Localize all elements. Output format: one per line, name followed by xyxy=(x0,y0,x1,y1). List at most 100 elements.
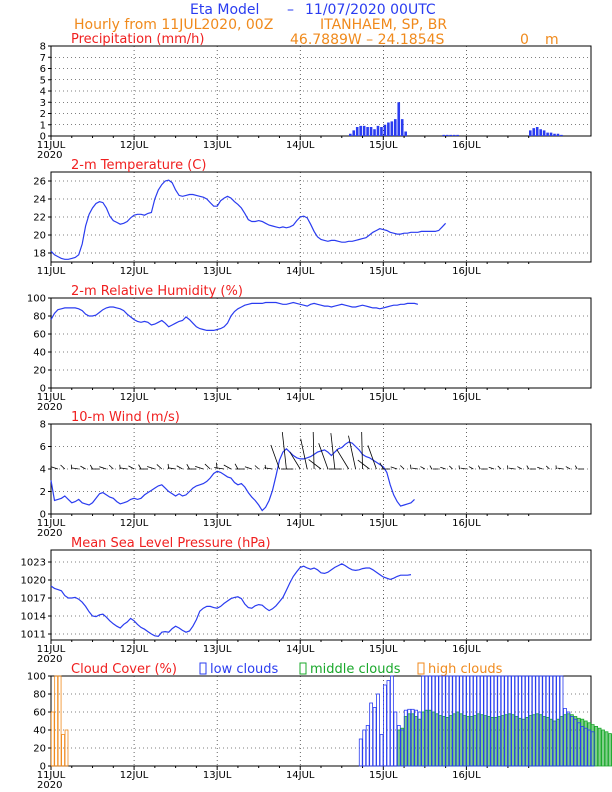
low-cloud-bar xyxy=(566,711,571,767)
series-line xyxy=(50,179,447,260)
precip-bar xyxy=(553,133,556,136)
low-cloud-bar xyxy=(431,675,436,767)
y-tick-label: 40 xyxy=(33,726,46,737)
x-tick-label: 14JUL xyxy=(286,770,315,781)
x-tick-label: 13JUL xyxy=(203,518,232,529)
middle-cloud-bar xyxy=(545,717,550,767)
middle-cloud-bar xyxy=(469,716,474,767)
middle-cloud-bar xyxy=(594,726,599,767)
x-tick-label: 14JUL xyxy=(286,266,315,277)
middle-cloud-bar xyxy=(549,718,554,767)
low-cloud-bar xyxy=(462,675,467,767)
wind-barb xyxy=(390,466,398,470)
y-tick-label: 6 xyxy=(40,442,46,453)
low-cloud-bar xyxy=(563,708,567,767)
low-cloud-bar xyxy=(556,675,560,767)
wind-barb xyxy=(281,432,287,470)
x-tick-label: 14JUL xyxy=(286,392,315,403)
x-tick-label: 13JUL xyxy=(203,140,232,151)
middle-cloud-bar xyxy=(497,716,502,767)
low-cloud-bar xyxy=(469,675,474,767)
x-tick-label: 16JUL xyxy=(452,770,481,781)
middle-cloud-bar xyxy=(428,709,432,767)
precip-bar xyxy=(549,132,553,136)
low-cloud-bar xyxy=(538,675,543,767)
x-tick-label: 16JUL xyxy=(452,644,481,655)
precip-bar xyxy=(359,125,362,136)
middle-cloud-bar xyxy=(414,716,419,767)
y-tick-label: 1011 xyxy=(21,630,46,641)
middle-cloud-bar xyxy=(556,718,560,767)
middle-cloud-bar xyxy=(583,720,588,767)
x-tick-label: 11JUL xyxy=(37,644,66,655)
low-cloud-bar xyxy=(525,675,529,767)
low-cloud-bar xyxy=(362,729,367,767)
precip-bar xyxy=(352,130,356,136)
wind-barb xyxy=(138,464,142,470)
middle-cloud-bar xyxy=(407,713,412,767)
x-tick-label: 13JUL xyxy=(203,644,232,655)
middle-cloud-bar xyxy=(570,714,574,767)
low-cloud-bar xyxy=(476,675,481,767)
x-tick-label: 11JUL xyxy=(37,140,66,151)
x-tick-label: 11JUL xyxy=(37,266,66,277)
elevation-value: 0 xyxy=(520,32,529,48)
low-cloud-bar xyxy=(552,675,557,767)
low-cloud-bar xyxy=(531,675,536,767)
wind-barb xyxy=(214,467,225,470)
middle-cloud-bar xyxy=(552,720,557,767)
precip-bar xyxy=(400,119,404,136)
middle-cloud-bar xyxy=(441,716,446,767)
middle-cloud-bar xyxy=(490,717,495,767)
middle-cloud-bar xyxy=(483,715,488,767)
precip-bar xyxy=(404,131,407,136)
middle-cloud-bar xyxy=(521,718,526,767)
middle-cloud-bar xyxy=(435,713,439,767)
middle-cloud-bar xyxy=(563,714,567,767)
middle-cloud-bar xyxy=(559,716,564,767)
low-cloud-bar xyxy=(435,675,439,767)
middle-cloud-bar xyxy=(528,715,533,767)
wind-barb xyxy=(300,438,308,470)
precip-bar xyxy=(390,121,394,136)
panel-title: Cloud Cover (%) xyxy=(71,662,177,677)
precip-bar xyxy=(366,127,369,136)
y-tick-label: 4 xyxy=(40,87,46,98)
y-tick-label: 0 xyxy=(40,132,46,143)
wind-barb xyxy=(468,466,474,470)
legend-swatch xyxy=(299,662,307,675)
wind-barb xyxy=(429,465,433,470)
wind-barb xyxy=(176,465,183,470)
low-cloud-bar xyxy=(583,727,588,767)
precip-bar xyxy=(539,129,542,136)
wind-barb xyxy=(348,435,357,470)
y-tick-label: 40 xyxy=(33,348,46,359)
y-tick-label: 1020 xyxy=(21,576,46,587)
middle-cloud-bar xyxy=(459,713,464,767)
x-tick-label: 11JUL xyxy=(37,518,66,529)
plot-frame xyxy=(50,549,592,641)
middle-cloud-bar xyxy=(476,713,481,767)
wind-barb xyxy=(410,464,412,470)
x-tick-label: 16JUL xyxy=(452,140,481,151)
x-tick-label: 16JUL xyxy=(452,392,481,403)
low-cloud-bar xyxy=(535,675,540,767)
precip-bar xyxy=(376,125,380,136)
x-year-label: 2020 xyxy=(37,528,62,539)
wind-barb xyxy=(156,464,163,470)
title-dash: – xyxy=(287,2,294,18)
middle-cloud-bar xyxy=(604,731,609,767)
middle-cloud-bar xyxy=(587,722,592,767)
wind-barb xyxy=(108,464,114,470)
y-tick-label: 1017 xyxy=(21,594,46,605)
x-tick-label: 14JUL xyxy=(286,140,315,151)
middle-cloud-bar xyxy=(531,714,536,767)
wind-barb xyxy=(223,464,232,470)
precip-bar xyxy=(393,119,397,136)
wind-barb xyxy=(440,466,446,470)
wind-barb xyxy=(147,466,155,470)
precip-bar xyxy=(380,127,383,136)
x-tick-label: 15JUL xyxy=(369,770,398,781)
low-cloud-bar xyxy=(407,708,412,767)
wind-barb xyxy=(71,467,79,470)
